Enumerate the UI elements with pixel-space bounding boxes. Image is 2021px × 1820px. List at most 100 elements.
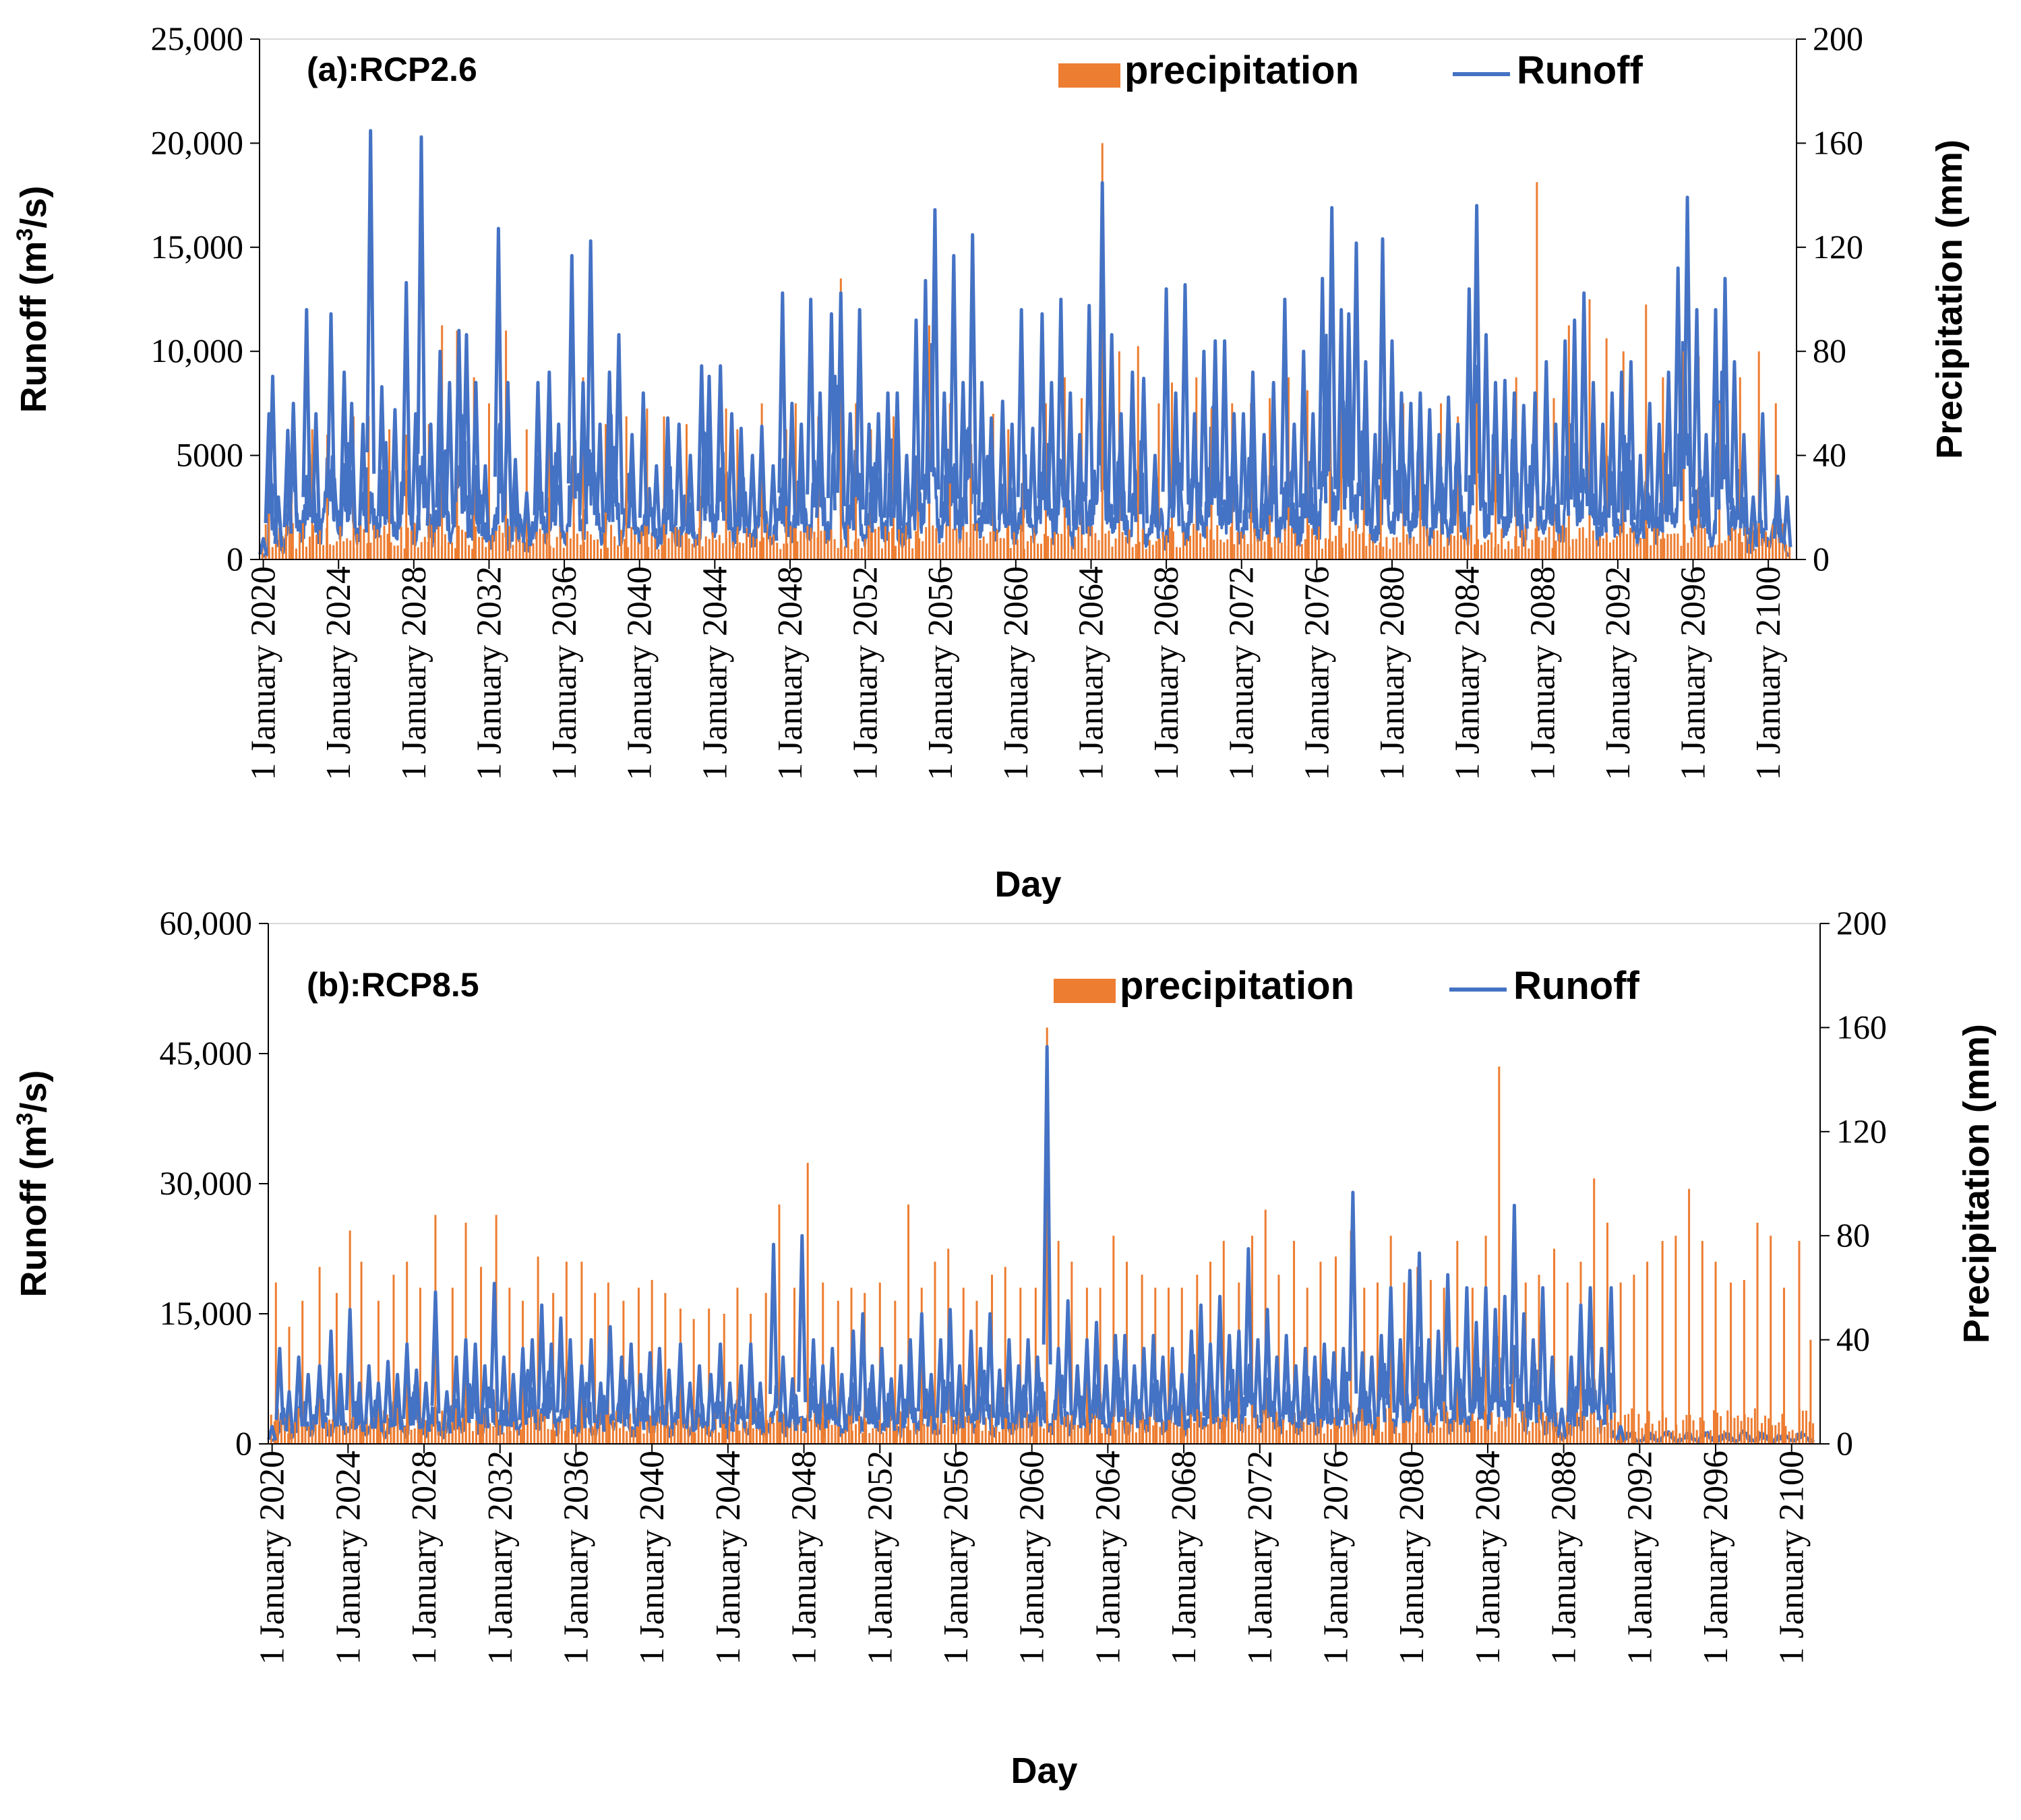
runoff-point [985,1312,996,1418]
x-tick-label: 1 January 2068 [1147,566,1186,781]
runoff-point [326,312,336,511]
x-tick-label: 1 January 2048 [785,1451,824,1665]
y-tick-label: 15,000 [160,1294,253,1332]
runoff-point [1395,1338,1406,1424]
runoff-point [1062,1299,1073,1416]
runoff-point [706,1372,716,1430]
runoff-point [1027,427,1038,534]
runoff-point [845,412,855,530]
runoff-point [1644,401,1655,528]
runoff-point [363,1364,374,1428]
runoff-point [1110,1333,1121,1422]
runoff-point [901,454,912,539]
runoff-point [586,1338,597,1424]
runoff-point [354,1381,365,1432]
runoff-point [1205,1342,1215,1424]
runoff-point [339,370,350,522]
runoff-point [293,1355,304,1427]
x-tick-label: 1 January 2072 [1223,566,1261,781]
x-tick-label: 1 January 2060 [1013,1451,1052,1665]
runoff-point [1575,1303,1586,1416]
runoff-point [1300,1347,1310,1425]
runoff-point [1004,1338,1015,1424]
runoff-point [886,1377,897,1431]
runoff-point [1360,360,1371,520]
runoff-point [651,464,662,541]
runoff-point [402,1342,413,1424]
runoff-point [1243,1247,1254,1405]
runoff-point [411,412,421,530]
legend: precipitation Runoff [1054,964,1639,1008]
runoff-point [664,1368,674,1430]
runoff-point [1229,412,1240,530]
runoff-point [1509,1203,1519,1397]
runoff-point [284,1390,295,1434]
runoff-point [1210,339,1221,516]
runoff-point [1434,433,1445,535]
runoff-point [1424,408,1435,530]
y2-tick-label: 80 [1836,1216,1870,1254]
runoff-point [1547,1355,1558,1427]
runoff-point [454,328,464,514]
runoff-point [510,458,520,540]
runoff-point [685,1381,695,1432]
runoff-point [416,135,427,475]
y2-axis-title: Precipitation (mm) [1929,140,1970,459]
runoff-point [1157,1355,1168,1427]
runoff-point [1541,360,1552,520]
runoff-point [675,1342,686,1424]
chart-panel-a-rcp26: 0 5000 10,000 15,000 20,000 25,000 0 40 80 120 160… [12,20,1970,905]
runoff-point [835,291,846,506]
runoff-point [864,422,874,533]
runoff-point [818,1364,828,1428]
runoff-point [1585,1285,1596,1413]
runoff-point [746,1342,756,1424]
x-tick-label: 1 January 2064 [1089,1451,1127,1665]
runoff-point [837,1372,847,1430]
runoff-point [986,416,997,532]
runoff-point [1387,339,1397,516]
runoff-point [911,318,922,512]
runoff-point [1189,412,1200,530]
runoff-point [444,381,455,524]
runoff-point [533,381,543,524]
runoff-point [273,495,284,547]
runoff-point [848,1329,859,1422]
runoff-point [1357,1351,1368,1426]
runoff-point [595,1381,606,1432]
legend-label-runoff: Runoff [1517,49,1643,92]
y-axis-title: Runoff (m3/s) [12,186,54,413]
runoff-point [421,1381,431,1432]
y2-tick-label: 160 [1813,123,1863,161]
runoff-point [1046,381,1057,524]
runoff-point [1238,412,1248,530]
legend-label-runoff: Runoff [1513,964,1639,1008]
runoff-point [1396,391,1407,526]
runoff-point [1139,376,1149,524]
runoff-point [882,391,893,526]
runoff-point [1129,1364,1140,1428]
runoff-point [1065,391,1076,526]
precipitation-baseline-fringe [261,523,1791,559]
runoff-point [1701,433,1712,535]
runoff-point [604,370,615,522]
x-tick-label: 1 January 2032 [481,1451,520,1665]
runoff-point [1509,391,1519,526]
runoff-point [715,1342,726,1424]
runoff-point [311,412,322,530]
runoff-point [1377,237,1388,495]
runoff-point [508,1372,518,1430]
runoff-point [471,381,481,524]
runoff-point [905,1338,915,1424]
runoff-point [1519,1312,1529,1418]
runoff-point [565,1338,576,1424]
runoff-point [1032,1355,1043,1427]
runoff-point [1091,1321,1102,1420]
runoff-point [1081,1338,1092,1424]
runoff-point [1310,1355,1320,1427]
runoff-point [274,1347,285,1425]
runoff-point [755,1381,766,1432]
y2-tick-label: 200 [1813,20,1863,57]
runoff-point [945,1308,955,1418]
x-tick-label: 1 January 2020 [253,1451,292,1665]
